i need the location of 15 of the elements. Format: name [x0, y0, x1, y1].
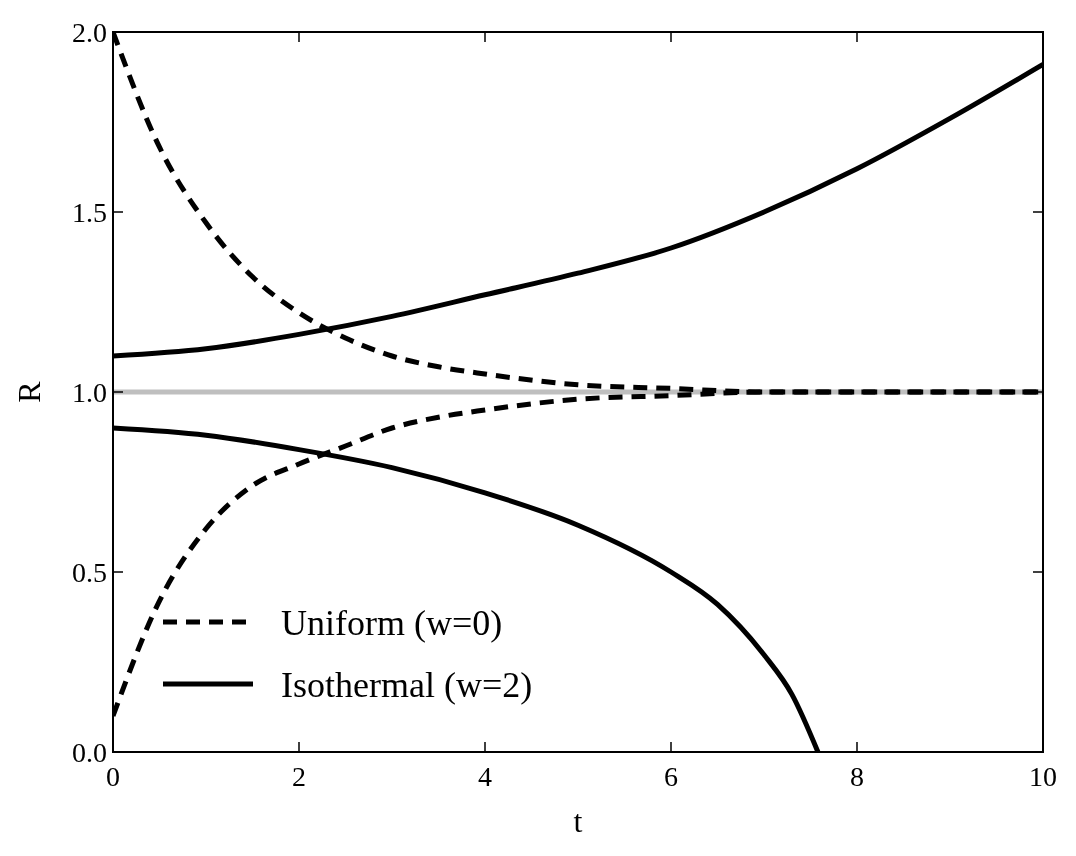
x-tick-label: 2 [292, 761, 306, 792]
y-tick-label: 0.5 [72, 556, 107, 588]
y-tick-label: 0.0 [72, 736, 107, 768]
legend-label: Isothermal (w=2) [281, 664, 533, 705]
x-tick-label: 8 [850, 761, 864, 792]
x-tick-label: 10 [1029, 761, 1057, 792]
y-tick-label: 1.0 [72, 376, 107, 408]
x-tick-label: 4 [478, 761, 492, 792]
y-axis-title: R [11, 380, 47, 403]
x-axis-title: t [573, 803, 583, 839]
x-tick-label: 6 [664, 761, 678, 792]
x-tick-label: 0 [106, 761, 120, 792]
y-tick-label: 1.5 [72, 196, 107, 228]
legend-label: Uniform (w=0) [281, 602, 503, 643]
y-tick-label: 2.0 [72, 16, 107, 48]
